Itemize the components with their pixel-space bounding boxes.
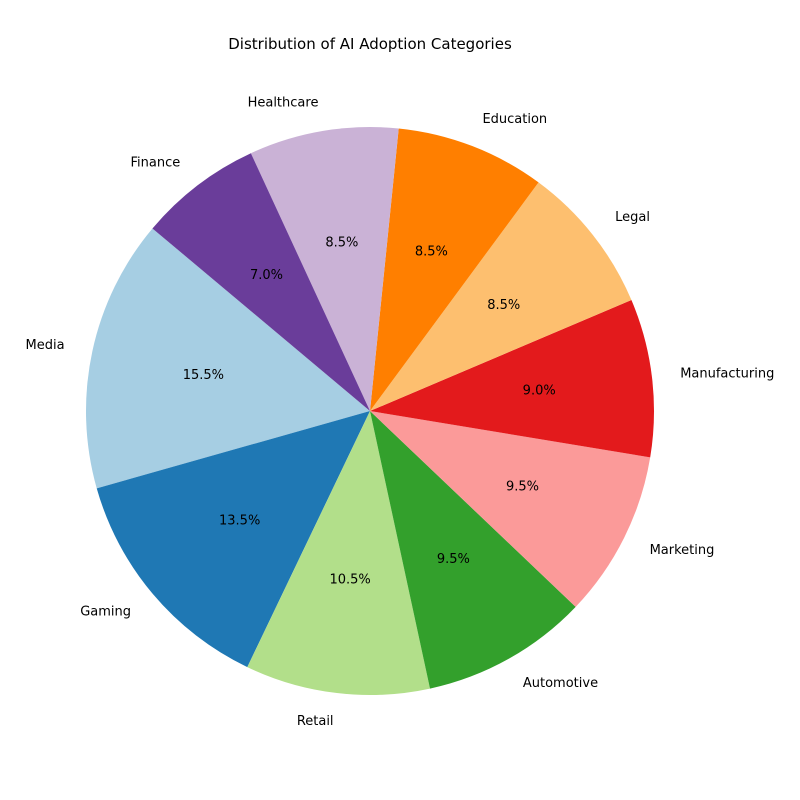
slice-percent-manufacturing: 9.0%	[523, 383, 556, 398]
slice-percent-healthcare: 8.5%	[325, 235, 358, 250]
slice-label-education: Education	[482, 112, 547, 127]
pie-slice-media	[85, 228, 370, 489]
pie-slice-legal	[370, 182, 632, 411]
slice-percent-media: 15.5%	[183, 368, 224, 383]
slice-percent-education: 8.5%	[415, 245, 448, 260]
pie-slice-marketing	[370, 411, 651, 607]
slice-label-healthcare: Healthcare	[248, 95, 319, 110]
pie-slice-automotive	[370, 411, 576, 689]
slice-percent-gaming: 13.5%	[219, 513, 260, 528]
pie-slice-finance	[152, 153, 370, 411]
slice-label-marketing: Marketing	[650, 543, 715, 558]
slice-percent-marketing: 9.5%	[506, 480, 539, 495]
slice-label-gaming: Gaming	[80, 605, 131, 620]
pie-slice-education	[370, 128, 539, 412]
pie-slice-retail	[247, 411, 431, 695]
pie-slice-manufacturing	[370, 300, 654, 458]
chart-title: Distribution of AI Adoption Categories	[228, 35, 512, 53]
slice-label-manufacturing: Manufacturing	[680, 367, 774, 382]
slice-label-media: Media	[25, 338, 64, 353]
pie-labels: Media 15.5% Gaming 13.5% Retail 10.5% Automoti…	[25, 95, 774, 728]
pie-slice-healthcare	[250, 127, 399, 411]
slice-percent-retail: 10.5%	[329, 573, 370, 588]
slice-percent-automotive: 9.5%	[437, 552, 470, 567]
slice-label-legal: Legal	[615, 210, 650, 225]
slice-label-automotive: Automotive	[523, 676, 598, 691]
slice-label-retail: Retail	[297, 714, 334, 729]
pie-slices	[85, 127, 654, 695]
slice-label-finance: Finance	[131, 155, 181, 170]
slice-percent-legal: 8.5%	[487, 298, 520, 313]
slice-percent-finance: 7.0%	[250, 268, 283, 283]
pie-slice-gaming	[96, 411, 370, 668]
